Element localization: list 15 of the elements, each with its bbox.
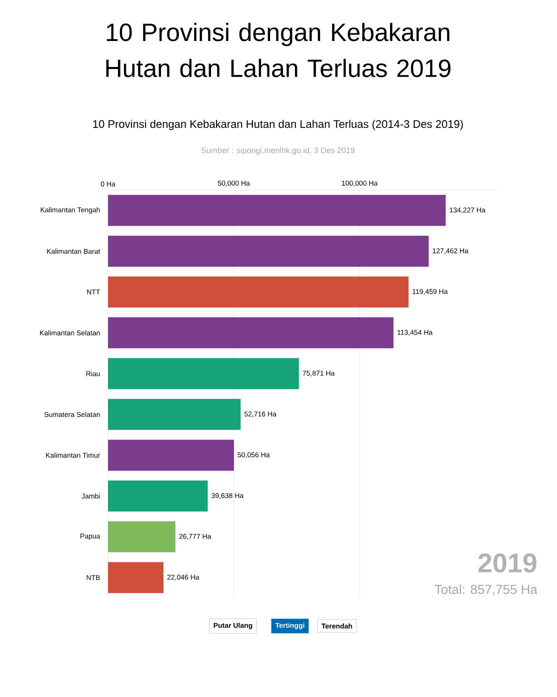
bar	[108, 398, 241, 430]
bar	[108, 236, 429, 267]
chart-title: 10 Provinsi dengan Kebakaran Hutan dan Lahan Terluas 2019	[106, 22, 450, 78]
bar	[108, 440, 234, 471]
annotation: Total: 857,755 Ha	[434, 584, 538, 596]
bar	[108, 521, 176, 552]
bar	[108, 317, 394, 348]
chart-subtitle: 10 Provinsi dengan Kebakaran Hutan dan Lahan Terluas (2014-3 Des 2019)	[93, 120, 463, 130]
bar	[108, 276, 409, 308]
bar	[108, 358, 299, 390]
text: Sumber : sipongi.menlhk.go.id, 3 Des 2019	[202, 147, 354, 155]
annotation: 2019	[478, 553, 536, 573]
bar	[108, 194, 446, 226]
bar	[108, 562, 164, 594]
bar	[108, 480, 208, 512]
